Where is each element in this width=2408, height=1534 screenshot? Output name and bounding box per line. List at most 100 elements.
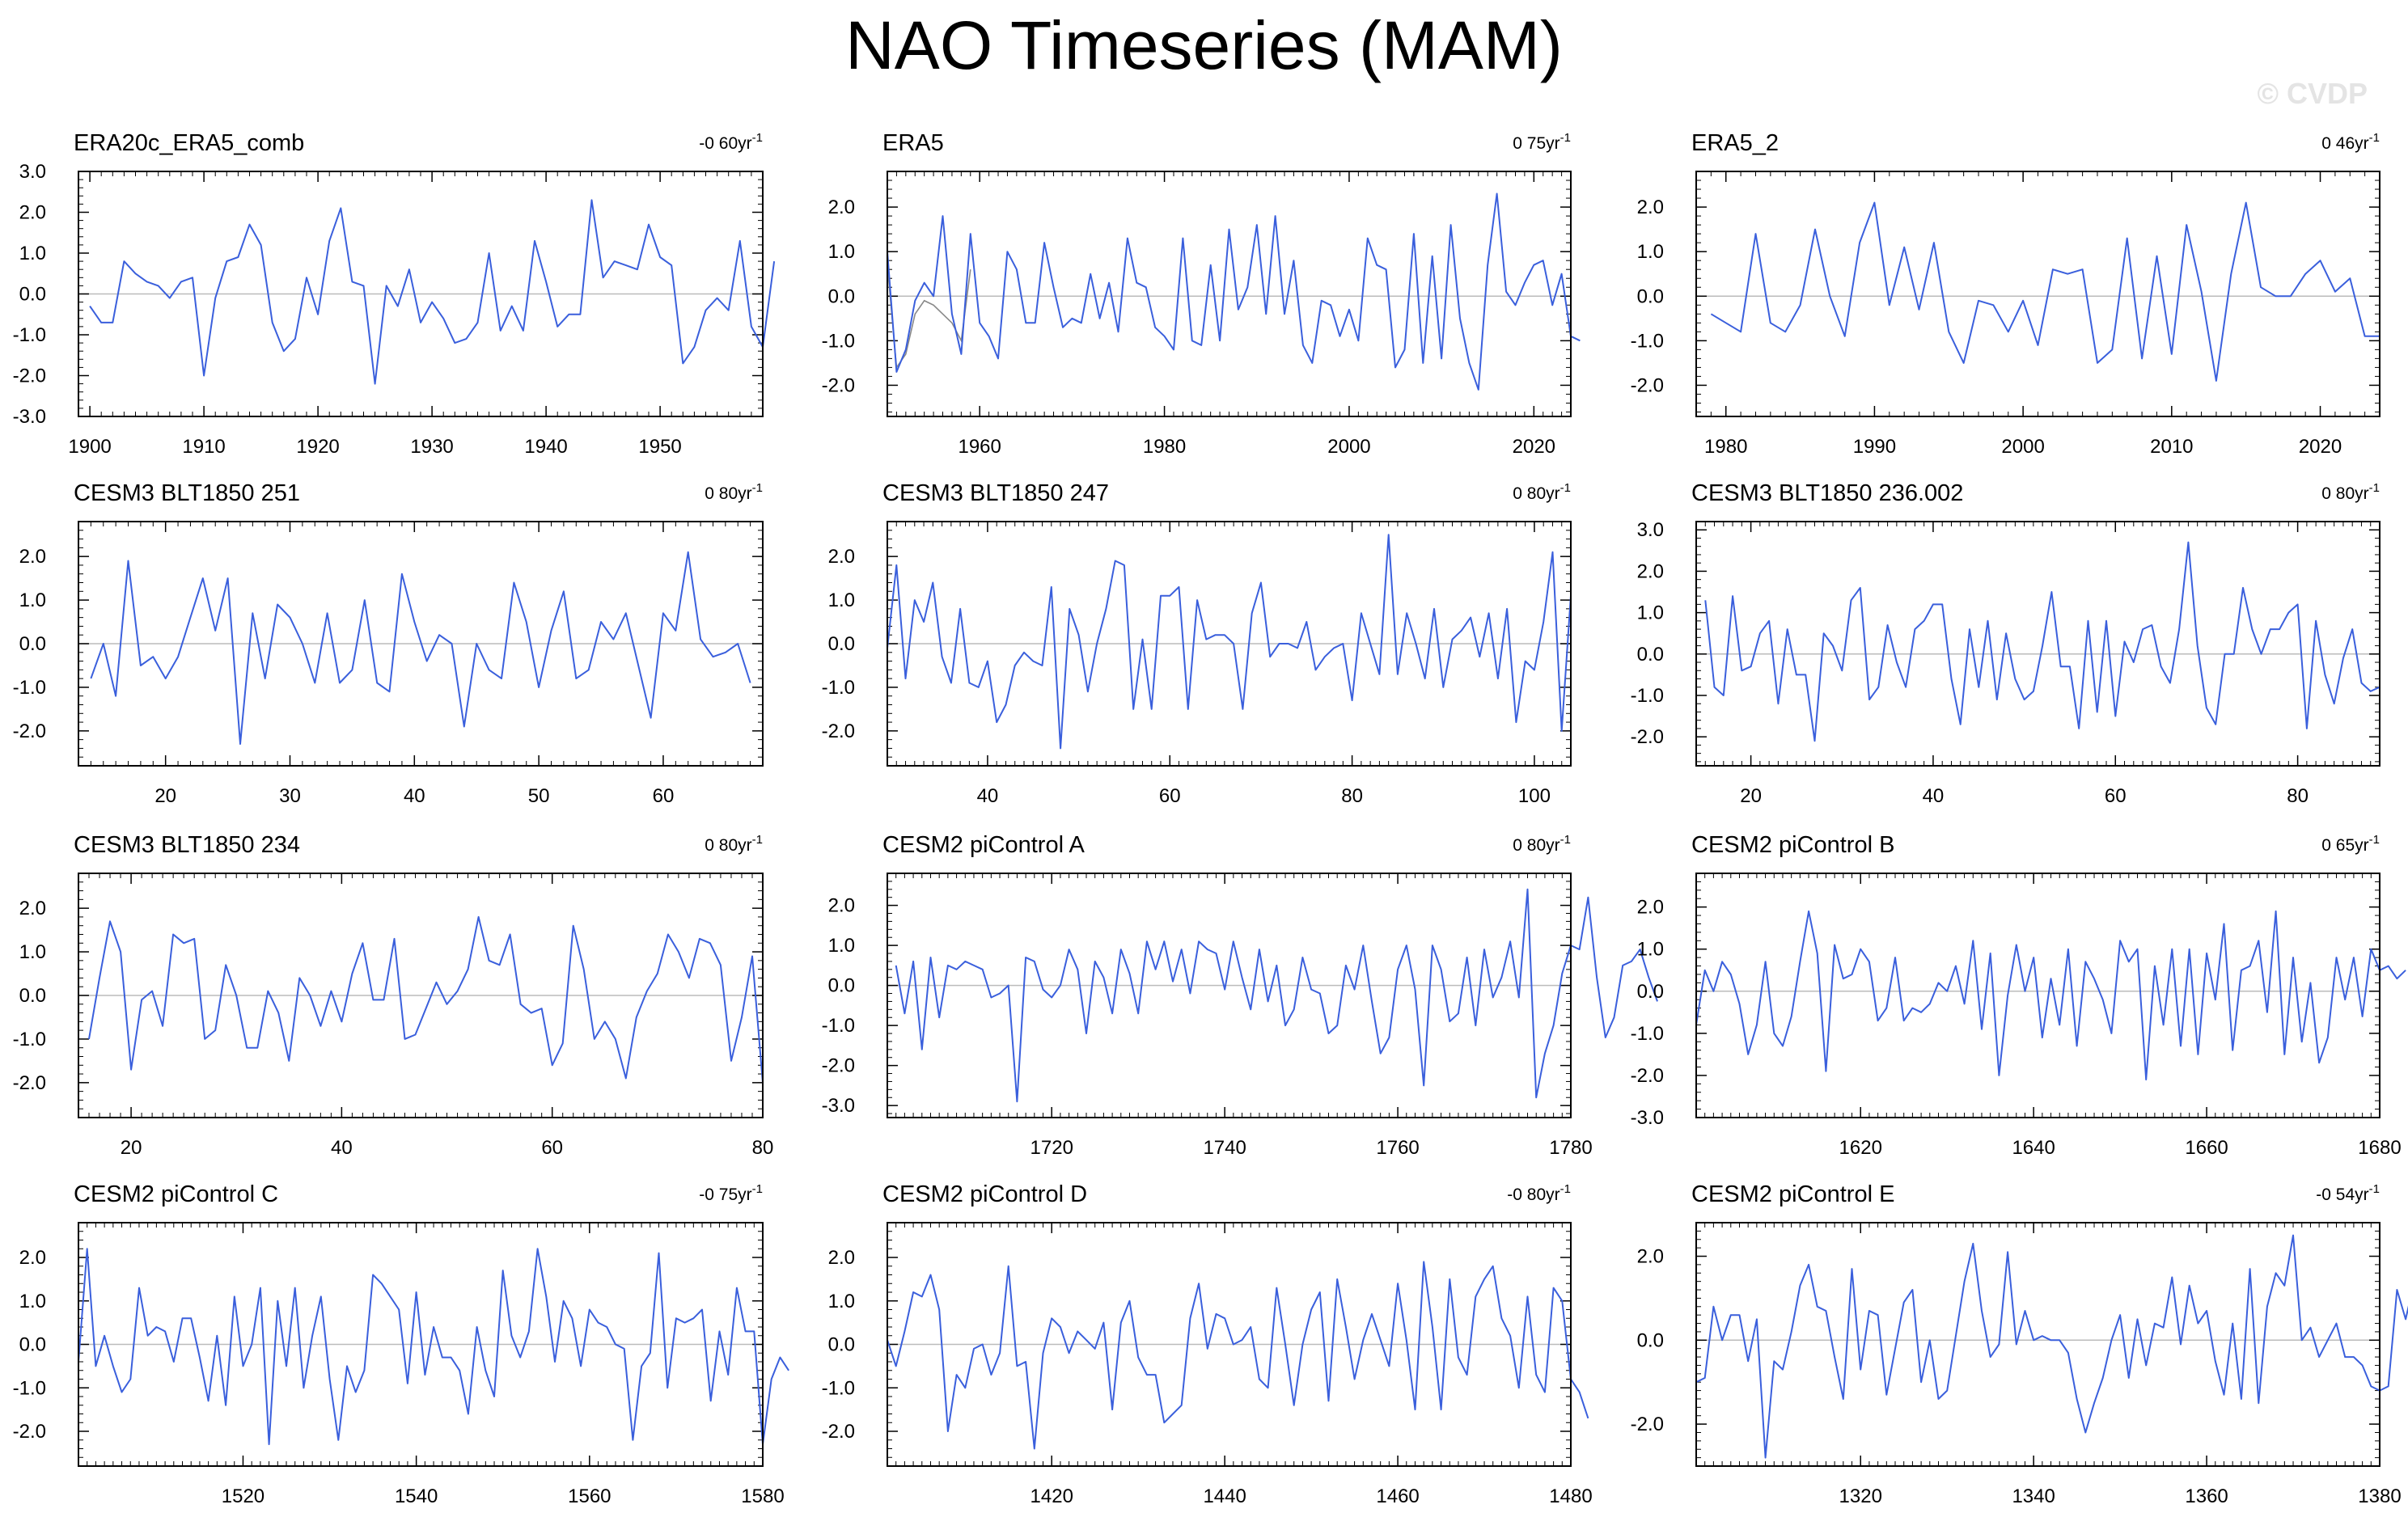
nao-series-line (1710, 201, 2380, 382)
plot-frame (78, 1222, 764, 1467)
x-tick-label: 100 (1518, 785, 1551, 807)
y-tick-label: 2.0 (1637, 1246, 1664, 1268)
y-tick-label: 2.0 (828, 895, 855, 917)
nao-series-line (887, 534, 1572, 750)
y-tick-label: 0.0 (828, 975, 855, 997)
x-tick-label: 2000 (2001, 436, 2044, 458)
trend-value: 0 80yr (705, 484, 751, 503)
y-tick-label: -3.0 (1631, 1107, 1664, 1129)
chart-panel: 1980 1990 2000 2010 2020 -2.0 -1.0 0.0 1.0 2.0 ERA… (1631, 130, 2380, 458)
y-tick-label: 1.0 (19, 590, 46, 611)
x-tick-label: 80 (1341, 785, 1363, 807)
x-tick-label: 1980 (1704, 436, 1747, 458)
x-tick-label: 1520 (222, 1485, 264, 1507)
x-tick-label: 60 (541, 1137, 563, 1159)
x-tick-label: 2020 (1513, 436, 1555, 458)
trend-exponent: -1 (752, 481, 763, 495)
chart-panel: 1620 1640 1660 1680 -3.0 -2.0 -1.0 0.0 1.0 2.0 CES… (1631, 832, 2406, 1159)
panel-title: CESM3 BLT1850 251 (74, 480, 300, 506)
y-tick-label: 1.0 (828, 590, 855, 611)
nao-series-line (1695, 910, 2406, 1081)
trend-exponent: -1 (1560, 131, 1571, 145)
nao-series-line (90, 551, 751, 745)
nao-series-line (89, 199, 776, 385)
trend-label: 0 65yr-1 (2321, 833, 2380, 855)
y-tick-label: -2.0 (13, 721, 46, 742)
panel-title: CESM2 piControl A (882, 832, 1085, 858)
y-tick-label: -2.0 (1631, 1414, 1664, 1435)
trend-exponent: -1 (2369, 131, 2380, 145)
x-tick-label: 1920 (296, 436, 339, 458)
trend-label: 0 80yr-1 (705, 833, 763, 855)
panel-title: CESM3 BLT1850 247 (882, 480, 1109, 506)
chart-panel: 1720 1740 1760 1780 -3.0 -2.0 -1.0 0.0 1.0 2.0 CES… (822, 832, 1658, 1159)
x-tick-label: 50 (528, 785, 550, 807)
x-tick-label: 1720 (1030, 1137, 1073, 1159)
y-tick-label: -3.0 (822, 1095, 855, 1117)
x-tick-label: 1780 (1549, 1137, 1592, 1159)
y-tick-label: 1.0 (19, 941, 46, 963)
trend-label: 0 75yr-1 (1513, 131, 1571, 153)
y-tick-label: 2.0 (1637, 560, 1664, 582)
chart-panel: 40 60 80 100 -2.0 -1.0 0.0 1.0 2.0 CESM3 BLT1850 … (822, 480, 1572, 807)
y-tick-label: 2.0 (19, 202, 46, 224)
y-tick-label: -1.0 (1631, 1023, 1664, 1045)
x-tick-label: 1760 (1376, 1137, 1419, 1159)
trend-value: 0 46yr (2321, 134, 2368, 153)
x-tick-label: 60 (2105, 785, 2127, 807)
trend-label: -0 80yr-1 (1507, 1182, 1571, 1204)
panel-title: ERA5_2 (1691, 130, 1779, 156)
chart-panel: 1900 1910 1920 1930 1940 1950 -3.0 -2.0 -1.0 0.0 1… (13, 130, 776, 458)
trend-exponent: -1 (1560, 833, 1571, 847)
trend-value: 0 80yr (705, 836, 751, 855)
y-tick-label: 2.0 (828, 197, 855, 218)
y-tick-label: -2.0 (13, 1421, 46, 1443)
panel-title: CESM2 piControl E (1691, 1181, 1894, 1207)
trend-label: 0 80yr-1 (2321, 481, 2380, 503)
y-tick-label: -2.0 (822, 374, 855, 396)
trend-label: 0 80yr-1 (1513, 833, 1571, 855)
nao-series-line (78, 1248, 789, 1446)
y-tick-label: 0.0 (1637, 285, 1664, 307)
x-tick-label: 80 (752, 1137, 774, 1159)
trend-label: -0 60yr-1 (699, 131, 763, 153)
x-tick-label: 1960 (958, 436, 1001, 458)
cvdp-watermark: © CVDP (2257, 77, 2368, 110)
y-tick-label: 0.0 (19, 1334, 46, 1356)
y-tick-label: 2.0 (19, 898, 46, 919)
trend-label: -0 75yr-1 (699, 1182, 763, 1204)
y-tick-label: -1.0 (822, 677, 855, 699)
y-tick-label: 2.0 (1637, 197, 1664, 218)
plot-frame (1695, 873, 2380, 1118)
plot-frame (887, 521, 1572, 767)
x-tick-label: 40 (331, 1137, 353, 1159)
y-tick-label: 0.0 (828, 633, 855, 655)
chart-panel: 1420 1440 1460 1480 -2.0 -1.0 0.0 1.0 2.0 CESM2 p… (822, 1181, 1593, 1507)
trend-exponent: -1 (752, 1182, 763, 1196)
y-tick-label: 0.0 (828, 1334, 855, 1356)
y-tick-label: 2.0 (828, 1247, 855, 1269)
trend-exponent: -1 (2369, 833, 2380, 847)
y-tick-label: 0.0 (19, 633, 46, 655)
chart-panel: 20 40 60 80 -2.0 -1.0 0.0 1.0 2.0 3.0 CESM3 BLT185… (1631, 480, 2380, 807)
x-tick-label: 1660 (2185, 1137, 2228, 1159)
x-tick-label: 1680 (2358, 1137, 2401, 1159)
y-tick-label: -2.0 (1631, 1065, 1664, 1087)
trend-exponent: -1 (1560, 481, 1571, 495)
x-tick-label: 1620 (1839, 1137, 1882, 1159)
y-tick-label: 3.0 (1637, 519, 1664, 541)
y-tick-label: -2.0 (1631, 726, 1664, 748)
y-tick-label: 1.0 (828, 241, 855, 263)
x-tick-label: 30 (279, 785, 301, 807)
x-tick-label: 60 (1159, 785, 1181, 807)
y-tick-label: -1.0 (1631, 685, 1664, 707)
panel-title: ERA20c_ERA5_comb (74, 130, 304, 156)
x-tick-label: 20 (121, 1137, 142, 1159)
y-tick-label: -1.0 (822, 1377, 855, 1399)
y-tick-label: -2.0 (822, 1055, 855, 1077)
y-tick-label: 1.0 (828, 935, 855, 957)
figure-title: NAO Timeseries (MAM) (845, 7, 1563, 83)
y-tick-label: 2.0 (828, 546, 855, 568)
x-tick-label: 1320 (1839, 1485, 1882, 1507)
